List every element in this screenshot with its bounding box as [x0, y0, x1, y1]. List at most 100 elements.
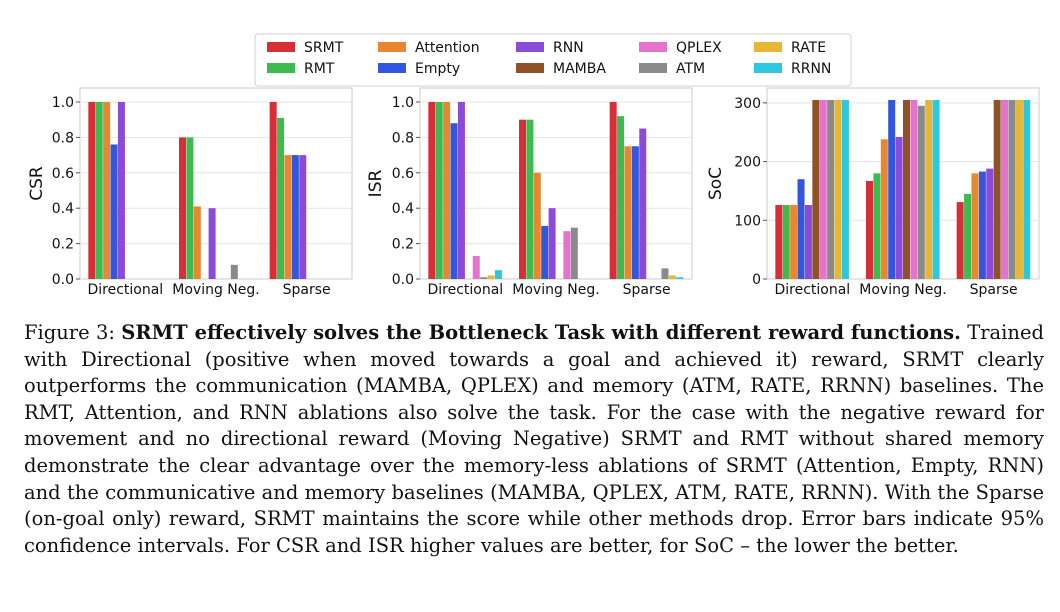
y-axis-label: CSR [27, 166, 47, 201]
bar-srmt-moving-neg [179, 137, 186, 279]
y-tick-label: 0.0 [52, 272, 74, 288]
bar-attention-moving-neg [193, 206, 201, 279]
bar-rrnn-directional [494, 270, 502, 279]
x-tick-label: Moving Neg. [512, 282, 599, 298]
bar-rmt-moving-neg [186, 137, 194, 279]
bar-qplex-moving-neg [563, 231, 571, 279]
legend-swatch-empty [378, 63, 406, 73]
bar-rate-sparse [1015, 99, 1023, 279]
bar-rmt-directional [782, 205, 790, 279]
bar-atm-moving-neg [230, 264, 238, 279]
bar-empty-sparse [631, 146, 639, 279]
legend-swatch-rate [754, 42, 782, 52]
plot-area [79, 87, 353, 280]
legend-label-rrnn: RRNN [791, 61, 831, 77]
legend-label-mamba: MAMBA [553, 61, 606, 77]
bar-srmt-directional [775, 205, 783, 279]
plot-area [419, 87, 693, 280]
bar-rmt-sparse [277, 117, 285, 280]
bar-attention-sparse [624, 146, 632, 279]
caption-body: Trained with Directional (positive when … [24, 321, 1044, 557]
y-tick-label: 0.2 [52, 237, 74, 253]
bar-rrnn-moving-neg [932, 99, 940, 279]
legend: SRMT Attention RNN QPLEX RATE RMT Empty MAMBA AT… [254, 33, 852, 87]
bar-srmt-sparse [269, 102, 277, 279]
bar-empty-sparse [291, 155, 299, 279]
bar-attention-directional [790, 205, 798, 279]
bar-rnn-directional [457, 102, 465, 279]
caption-prefix: Figure 3: [24, 321, 122, 344]
legend-swatch-atm [639, 63, 667, 73]
x-tick-label: Directional [774, 282, 850, 298]
y-tick-label: 0.4 [52, 201, 74, 217]
chart-isr: 0.0 0.2 0.4 0.6 0.8 1.0 ISR Directional Moving N… [366, 87, 693, 298]
legend-label-rmt: RMT [304, 61, 335, 77]
bar-empty-moving-neg [541, 225, 549, 279]
bar-empty-directional [450, 123, 458, 280]
legend-swatch-rrnn [754, 63, 782, 73]
bar-rate-sparse [668, 275, 676, 279]
bar-empty-sparse [978, 171, 986, 279]
bar-mamba-directional [812, 99, 820, 279]
figure: SRMT Attention RNN QPLEX RATE RMT Empty MAMBA AT… [27, 33, 1040, 298]
y-tick-label: 200 [734, 155, 761, 171]
bar-rnn-sparse [639, 128, 647, 279]
bar-empty-directional [110, 144, 118, 279]
y-axis-label: SoC [706, 167, 726, 200]
caption-bold: SRMT effectively solves the Bottleneck T… [121, 321, 961, 344]
bar-attention-sparse [284, 155, 292, 279]
legend-label-qplex: QPLEX [676, 40, 722, 56]
legend-label-attention: Attention [415, 40, 480, 56]
bar-rate-moving-neg [925, 99, 933, 279]
legend-label-rate: RATE [791, 40, 826, 56]
bar-atm-directional [480, 277, 488, 279]
bar-qplex-sparse [1001, 99, 1009, 279]
y-tick-label: 0.6 [52, 166, 74, 182]
legend-swatch-rmt [267, 63, 295, 73]
bar-rmt-sparse [964, 193, 972, 279]
bar-rmt-moving-neg [526, 119, 534, 279]
bar-atm-moving-neg [570, 227, 578, 279]
y-tick-label: 0.6 [392, 166, 414, 182]
bar-attention-directional [103, 102, 111, 279]
chart-csr: 0.0 0.2 0.4 0.6 0.8 1.0 CSR Directional Moving N… [27, 87, 353, 298]
y-tick-label: 1.0 [52, 95, 74, 111]
x-tick-label: Moving Neg. [859, 282, 946, 298]
bar-srmt-moving-neg [519, 119, 526, 279]
bar-rmt-directional [435, 102, 443, 279]
bar-attention-directional [443, 102, 451, 279]
y-tick-label: 0 [752, 272, 761, 288]
bar-rmt-moving-neg [873, 173, 881, 279]
bar-srmt-directional [88, 102, 96, 279]
x-tick-label: Sparse [970, 282, 1018, 298]
y-tick-label: 100 [734, 213, 761, 229]
y-tick-label: 0.0 [392, 272, 414, 288]
bar-rrnn-sparse [676, 277, 684, 279]
x-tick-label: Directional [87, 282, 163, 298]
bar-rnn-moving-neg [208, 208, 216, 279]
bar-qplex-directional [472, 255, 480, 279]
bar-rate-directional [487, 275, 495, 279]
legend-swatch-srmt [267, 42, 295, 52]
x-tick-label: Moving Neg. [172, 282, 259, 298]
bar-atm-directional [827, 99, 835, 279]
bar-qplex-moving-neg [910, 99, 918, 279]
bar-atm-moving-neg [917, 105, 925, 279]
y-tick-label: 1.0 [392, 95, 414, 111]
bar-mamba-sparse [993, 99, 1001, 279]
bar-attention-moving-neg [880, 139, 888, 279]
figure-caption: Figure 3: SRMT effectively solves the Bo… [24, 320, 1044, 559]
charts: 0.0 0.2 0.4 0.6 0.8 1.0 CSR Directional Moving N… [27, 87, 1040, 298]
legend-label-rnn: RNN [553, 40, 584, 56]
bar-mamba-moving-neg [903, 99, 910, 279]
bar-srmt-directional [428, 102, 436, 279]
bar-rmt-sparse [617, 116, 625, 279]
bar-attention-sparse [971, 173, 979, 279]
legend-label-empty: Empty [415, 61, 460, 77]
bar-atm-sparse [1008, 99, 1016, 279]
legend-swatch-qplex [639, 42, 667, 52]
bar-rate-directional [834, 99, 842, 279]
bar-rnn-moving-neg [895, 136, 903, 279]
legend-swatch-attention [378, 42, 406, 52]
y-tick-label: 0.8 [392, 130, 414, 146]
